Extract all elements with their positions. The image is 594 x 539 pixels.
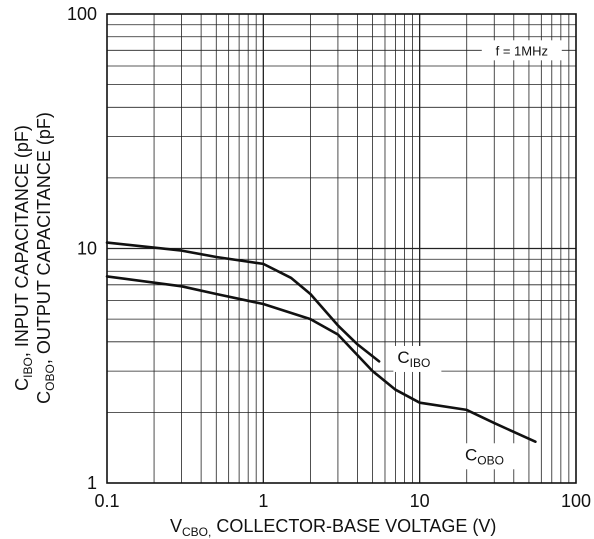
cobo-curve-label: COBO bbox=[465, 445, 504, 467]
y-tick-label: 100 bbox=[67, 4, 97, 24]
y-tick-label: 1 bbox=[87, 473, 97, 493]
y-axis-title-input: CIBO, INPUT CAPACITANCE (pF) bbox=[12, 125, 35, 391]
cobo-label-background bbox=[461, 443, 516, 470]
y-tick-labels: 1 10 100 bbox=[67, 4, 97, 493]
y-tick-label: 10 bbox=[77, 239, 97, 259]
x-tick-label: 10 bbox=[410, 491, 430, 511]
y-axis-title-output: COBO, OUTPUT CAPACITANCE (pF) bbox=[34, 112, 57, 404]
series-line-cibo bbox=[105, 241, 381, 363]
series-layer bbox=[105, 241, 537, 444]
annotation-background bbox=[481, 40, 562, 61]
x-tick-label: 0.1 bbox=[94, 491, 119, 511]
plot-frame bbox=[106, 13, 577, 484]
frequency-annotation: f = 1MHz bbox=[496, 43, 548, 58]
x-tick-label: 1 bbox=[258, 491, 268, 511]
cibo-curve-label: CIBO bbox=[397, 348, 430, 370]
series-line-cobo bbox=[105, 275, 537, 444]
x-tick-labels: 0.1 1 10 100 bbox=[94, 491, 591, 511]
cibo-label-background bbox=[393, 345, 442, 372]
x-axis-title: VCBO, COLLECTOR-BASE VOLTAGE (V) bbox=[170, 516, 496, 539]
x-tick-label: 100 bbox=[561, 491, 591, 511]
grid bbox=[107, 14, 576, 483]
